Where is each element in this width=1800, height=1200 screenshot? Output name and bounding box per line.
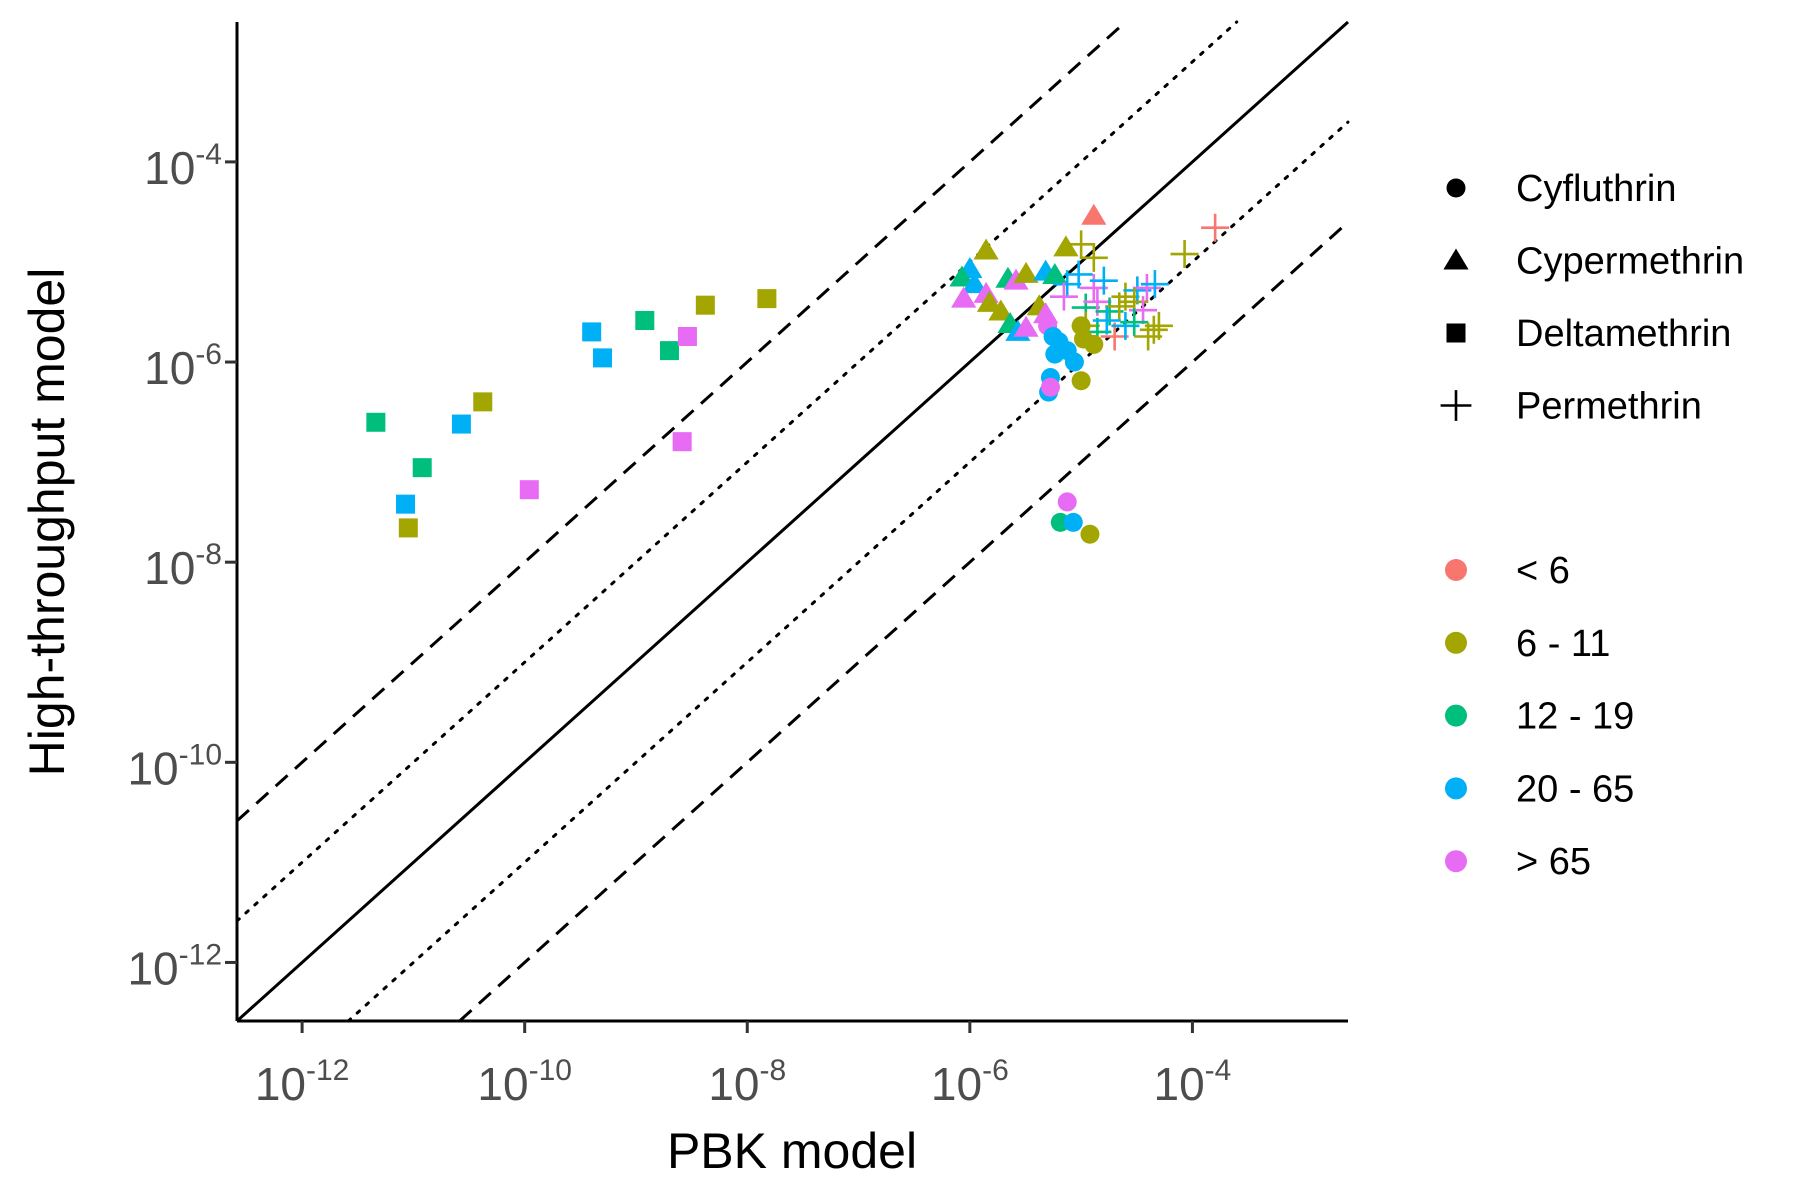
data-point-square-4: [451, 414, 471, 434]
data-point-triangle-26: [951, 286, 977, 308]
data-point-square-9: [635, 311, 655, 331]
legend-color-label: 6 - 11: [1516, 623, 1610, 665]
data-point-square-12: [677, 326, 697, 346]
data-point-triangle-17: [1053, 235, 1079, 257]
data-point-plus-40: [1064, 260, 1093, 289]
data-point-circle-76: [1057, 492, 1077, 512]
y-tick-label: 10-4: [144, 138, 222, 194]
x-tick-label: 10-12: [255, 1054, 350, 1110]
data-point-plus-46: [1140, 270, 1169, 299]
data-point-square-1: [396, 494, 416, 514]
data-point-circle-79: [1080, 524, 1100, 544]
y-tick-label: 10-8: [144, 538, 222, 594]
legend-color-label: < 6: [1516, 550, 1570, 592]
data-point-triangle-23: [1013, 261, 1039, 283]
data-point-triangle-28: [976, 290, 1003, 312]
data-point-circle-75: [1040, 377, 1060, 397]
legend-color-swatch: [1445, 850, 1467, 873]
legend-color-label: 20 - 65: [1516, 768, 1634, 810]
y-axis-title: High-throughput model: [19, 268, 75, 777]
data-point-plus-62: [1134, 322, 1163, 351]
data-point-plus-60: [1139, 315, 1168, 344]
data-point-plus-35: [1201, 213, 1230, 242]
data-point-square-10: [659, 341, 679, 361]
data-point-triangle-20: [961, 272, 988, 294]
legend-color-label: 12 - 19: [1516, 696, 1634, 738]
data-point-square-3: [412, 458, 432, 478]
legend-shape-label: Deltamethrin: [1516, 313, 1731, 355]
legend-shape-square-icon: [1446, 323, 1466, 343]
y-tick-label: 10-12: [127, 938, 222, 994]
data-point-plus-61: [1144, 311, 1173, 340]
y-tick-label: 10-6: [144, 338, 222, 394]
reference-line-dotted-1: [235, 20, 1239, 923]
data-point-plus-59: [1120, 308, 1149, 337]
legend-shape-circle-icon: [1446, 178, 1466, 198]
legend-shape-label: Cyfluthrin: [1516, 168, 1677, 210]
legend-color-swatch: [1445, 704, 1467, 727]
y-tick-label: 10-10: [127, 738, 222, 794]
legend-color-swatch: [1445, 631, 1467, 654]
data-point-square-6: [519, 480, 539, 500]
data-point-circle-72: [1064, 352, 1084, 372]
data-point-triangle-32: [1013, 315, 1039, 337]
data-point-square-14: [757, 289, 777, 309]
data-point-plus-42: [1089, 266, 1118, 295]
data-point-circle-78: [1063, 512, 1083, 532]
legend-color-swatch: [1445, 777, 1467, 800]
data-point-square-2: [398, 518, 418, 538]
reference-lines: [235, 20, 1350, 1023]
data-points: [366, 203, 1230, 544]
x-tick-label: 10-4: [1153, 1054, 1231, 1110]
axes: [235, 22, 1348, 1023]
x-tick-label: 10-8: [708, 1054, 786, 1110]
axis-ticks: 10-12 10-10 10-8 10-6 10-4 10-12 10-10 10-8 10-6…: [127, 138, 1231, 1110]
shape-legend: Cyfluthrin Cypermethrin Deltamethrin Permet…: [1440, 168, 1744, 428]
data-point-circle-71: [1071, 371, 1091, 391]
data-point-plus-47: [1049, 282, 1078, 311]
data-point-triangle-19: [949, 265, 975, 287]
data-point-square-11: [672, 432, 692, 452]
legend-shape-label: Permethrin: [1516, 386, 1702, 428]
reference-line-dotted-2: [346, 120, 1350, 1023]
data-point-triangle-15: [1081, 203, 1107, 225]
data-point-plus-37: [1079, 243, 1108, 272]
data-point-square-7: [582, 322, 602, 342]
legend-shape-triangle-icon: [1443, 248, 1469, 270]
data-point-plus-45: [1132, 273, 1161, 302]
data-point-square-0: [366, 412, 386, 432]
x-axis-title: PBK model: [667, 1123, 917, 1179]
legend-color-swatch: [1445, 559, 1467, 581]
data-point-plus-57: [1100, 322, 1129, 351]
color-legend: < 6 6 - 11 12 - 19 20 - 65 > 65: [1445, 550, 1634, 883]
data-point-triangle-16: [973, 238, 999, 260]
data-point-plus-36: [1067, 230, 1096, 259]
x-tick-label: 10-10: [477, 1054, 572, 1110]
legend-shape-plus-icon: [1440, 390, 1472, 421]
data-point-plus-56: [1092, 306, 1121, 335]
x-tick-label: 10-6: [931, 1054, 1009, 1110]
data-point-square-13: [695, 295, 715, 315]
data-point-plus-51: [1105, 292, 1134, 321]
reference-line-dashed-3: [235, 20, 1127, 822]
data-point-circle-70: [1084, 334, 1104, 354]
data-point-triangle-25: [1042, 263, 1068, 285]
data-point-square-8: [592, 348, 612, 368]
reference-line-solid-0: [235, 20, 1350, 1023]
data-point-plus-38: [1170, 240, 1199, 269]
reference-line-dashed-4: [458, 221, 1350, 1023]
data-point-triangle-29: [988, 299, 1014, 321]
data-point-square-5: [473, 392, 493, 412]
legend-shape-label: Cypermethrin: [1516, 241, 1744, 283]
legend-color-label: > 65: [1516, 841, 1591, 883]
